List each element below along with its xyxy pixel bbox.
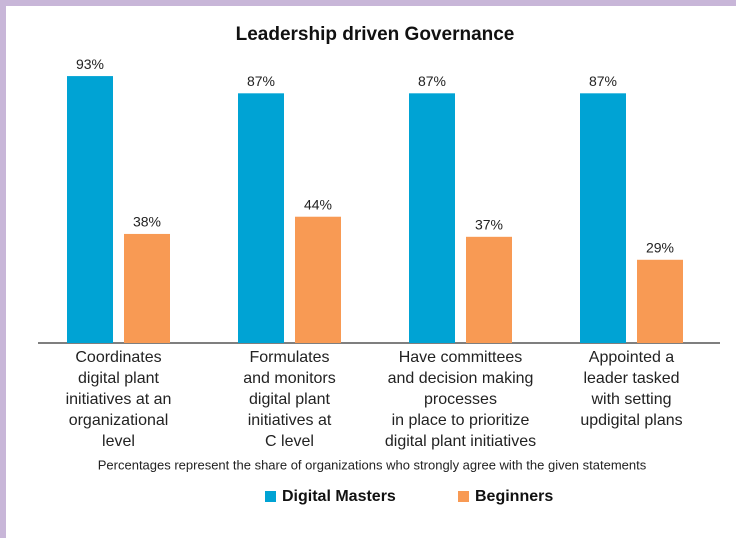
bar: [124, 233, 170, 343]
value-label: 93%: [76, 56, 104, 72]
x-tick-label: Formulates and monitors digital plant in…: [243, 349, 336, 450]
value-label: 87%: [589, 73, 617, 89]
value-label: 87%: [247, 73, 275, 89]
footnote: Percentages represent the share of organ…: [98, 457, 647, 472]
value-label: 44%: [304, 196, 332, 212]
value-label: 38%: [133, 214, 161, 230]
bar: [295, 216, 341, 343]
bar: [238, 93, 284, 343]
x-tick-label: Coordinates digital plant initiatives at…: [65, 349, 172, 450]
value-label: 37%: [475, 217, 503, 233]
value-label: 29%: [646, 239, 674, 255]
bar: [67, 76, 113, 343]
bar: [637, 259, 683, 343]
chart-title: Leadership driven Governance: [236, 24, 515, 45]
value-label: 87%: [418, 73, 446, 89]
legend-swatch: [265, 491, 276, 502]
bar: [466, 236, 512, 343]
legend-label: Digital Masters: [282, 488, 396, 505]
bar: [580, 93, 626, 343]
bar: [409, 93, 455, 343]
x-tick-label: Appointed a leader tasked with setting u…: [580, 349, 683, 429]
x-tick-label: Have committees and decision making proc…: [384, 349, 537, 450]
legend-label: Beginners: [475, 488, 553, 505]
legend-swatch: [458, 491, 469, 502]
